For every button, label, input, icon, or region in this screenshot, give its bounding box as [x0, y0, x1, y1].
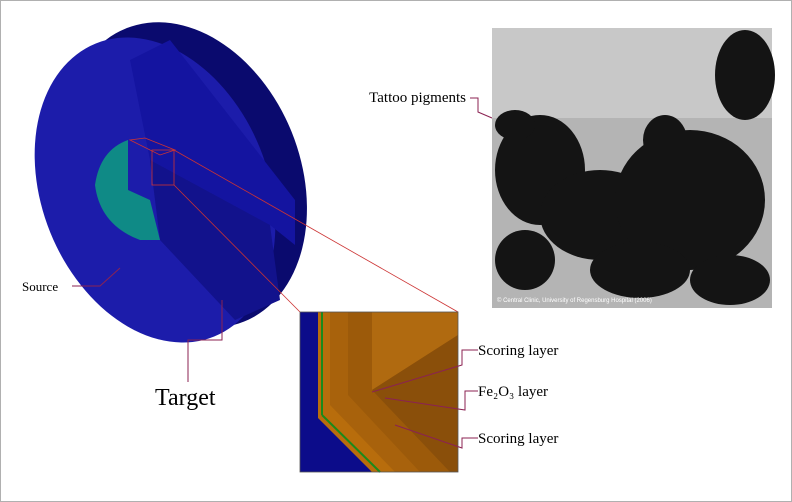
layer-label: Fe₂O₃ layer	[478, 384, 548, 400]
zoom-line	[173, 184, 301, 313]
layer-label: Scoring layer	[478, 343, 558, 359]
photo: © Central Clinic, University of Regensbu…	[492, 28, 775, 308]
cylinder	[34, 22, 307, 343]
leader-lines	[72, 97, 493, 449]
inset	[299, 311, 459, 473]
target-label: Target	[155, 385, 216, 411]
source-label: Source	[22, 279, 58, 294]
photo-label: Tattoo pigments	[369, 90, 466, 106]
layer-label: Scoring layer	[478, 431, 558, 447]
zoom-line	[173, 149, 459, 313]
photo-credit: © Central Clinic, University of Regensbu…	[497, 297, 652, 304]
